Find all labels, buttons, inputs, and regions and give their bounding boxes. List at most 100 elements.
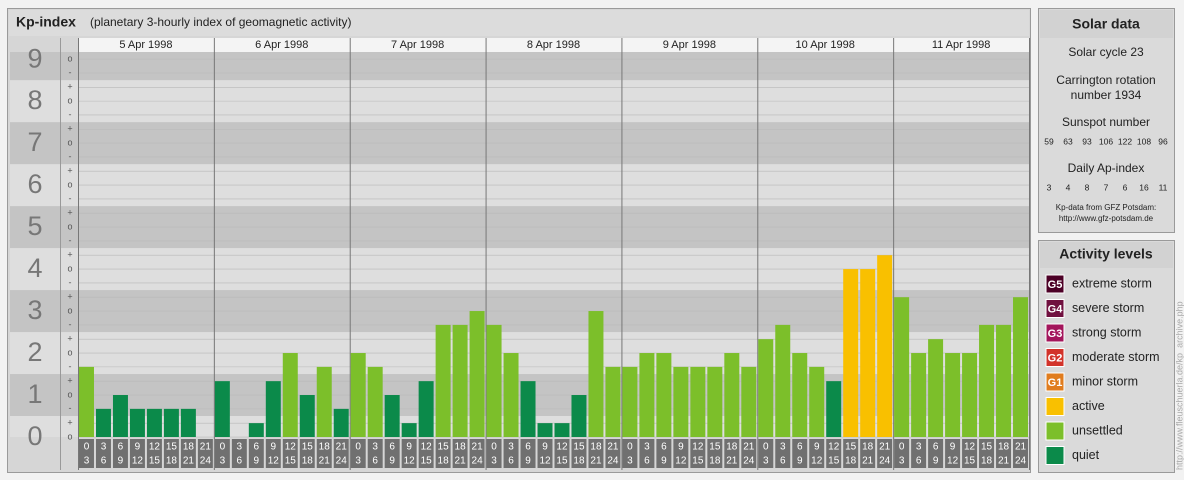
minor-tick-label: o (67, 263, 72, 273)
minor-tick-label: + (67, 82, 72, 92)
hour-to: 9 (389, 456, 395, 467)
hour-from: 12 (285, 442, 297, 453)
hour-from: 6 (797, 442, 803, 453)
legend-swatch (1045, 299, 1065, 318)
y-tick-label: 2 (27, 337, 42, 367)
solar-cycle: Solar cycle 23 (1068, 45, 1144, 59)
solar-header (1040, 10, 1173, 38)
hour-box (486, 439, 502, 468)
hour-from: 3 (916, 442, 922, 453)
bar (622, 366, 638, 437)
y-tick-label: 1 (27, 379, 42, 409)
hour-to: 24 (607, 456, 619, 467)
hour-to: 9 (797, 456, 803, 467)
minor-tick-label: o (67, 389, 72, 399)
hour-to: 9 (525, 456, 531, 467)
hour-box (520, 439, 536, 468)
hour-to: 15 (692, 456, 704, 467)
hour-to: 3 (355, 456, 361, 467)
hour-from: 6 (661, 442, 667, 453)
bar (792, 353, 808, 437)
levels-title: Activity levels (1059, 246, 1153, 262)
legend-label: moderate storm (1072, 350, 1160, 364)
hour-to: 15 (285, 456, 297, 467)
hour-to: 6 (372, 456, 378, 467)
hour-box (622, 439, 638, 468)
bar (894, 297, 910, 437)
y-tick-label: 3 (27, 295, 42, 325)
hour-box (79, 439, 94, 468)
bar (350, 353, 366, 437)
carrington: Carrington rotation (1056, 73, 1155, 87)
minor-tick-label: + (67, 166, 72, 176)
hour-from: 21 (336, 442, 348, 453)
bar (673, 366, 689, 437)
hour-box (877, 439, 893, 468)
sunspot-number: 93 (1082, 136, 1092, 146)
hour-to: 12 (539, 456, 551, 467)
hour-from: 9 (271, 442, 277, 453)
hour-from: 0 (491, 442, 497, 453)
hour-to: 12 (132, 456, 144, 467)
hour-box (163, 439, 179, 468)
minor-tick-label: o (67, 95, 72, 105)
hour-box (996, 439, 1012, 468)
hour-box (656, 439, 672, 468)
hour-box (452, 439, 468, 468)
bar (928, 339, 944, 437)
hour-to: 3 (899, 456, 905, 467)
hour-box (979, 439, 995, 468)
bar (537, 423, 553, 437)
legend-label: active (1072, 399, 1105, 413)
hour-from: 21 (1015, 442, 1027, 453)
hour-box (571, 439, 587, 468)
y-tick-label: 0 (27, 421, 42, 451)
hour-from: 18 (726, 442, 738, 453)
hour-from: 21 (607, 442, 619, 453)
hour-box (826, 439, 842, 468)
hour-box (860, 439, 876, 468)
hour-box (911, 439, 927, 468)
hour-to: 3 (491, 456, 497, 467)
hour-from: 9 (678, 442, 684, 453)
legend-label: extreme storm (1072, 276, 1152, 290)
legend-swatch (1045, 446, 1065, 465)
hour-box (180, 439, 196, 468)
day-label: 11 Apr 1998 (932, 39, 991, 51)
hour-to: 15 (828, 456, 840, 467)
minor-tick-label: o (67, 179, 72, 189)
minor-tick-label: + (67, 292, 72, 302)
bar (435, 324, 451, 437)
bar (452, 324, 468, 437)
hour-from: 12 (964, 442, 976, 453)
legend-badge: G5 (1048, 279, 1063, 291)
hour-box (248, 439, 264, 468)
bar (707, 366, 723, 437)
hour-box (962, 439, 978, 468)
hour-to: 24 (879, 456, 891, 467)
hour-to: 24 (200, 456, 212, 467)
hour-from: 15 (845, 442, 857, 453)
hour-box (792, 439, 808, 468)
legend-label: unsettled (1072, 423, 1123, 437)
bar (979, 324, 995, 437)
bar (775, 324, 791, 437)
hour-from: 18 (455, 442, 467, 453)
y-tick-label: 4 (27, 253, 42, 283)
bar (418, 381, 434, 437)
hour-box (316, 439, 332, 468)
hour-box (129, 439, 145, 468)
hour-box (299, 439, 315, 468)
bar (911, 353, 927, 437)
bar (571, 395, 587, 437)
minor-tick-label: o (67, 137, 72, 147)
hour-from: 3 (644, 442, 650, 453)
hour-from: 21 (743, 442, 755, 453)
hour-box (775, 439, 791, 468)
solar-title: Solar data (1072, 16, 1140, 32)
bar (163, 408, 179, 437)
hour-from: 18 (319, 442, 331, 453)
hour-to: 21 (455, 456, 467, 467)
hour-from: 21 (200, 442, 212, 453)
hour-to: 6 (508, 456, 514, 467)
